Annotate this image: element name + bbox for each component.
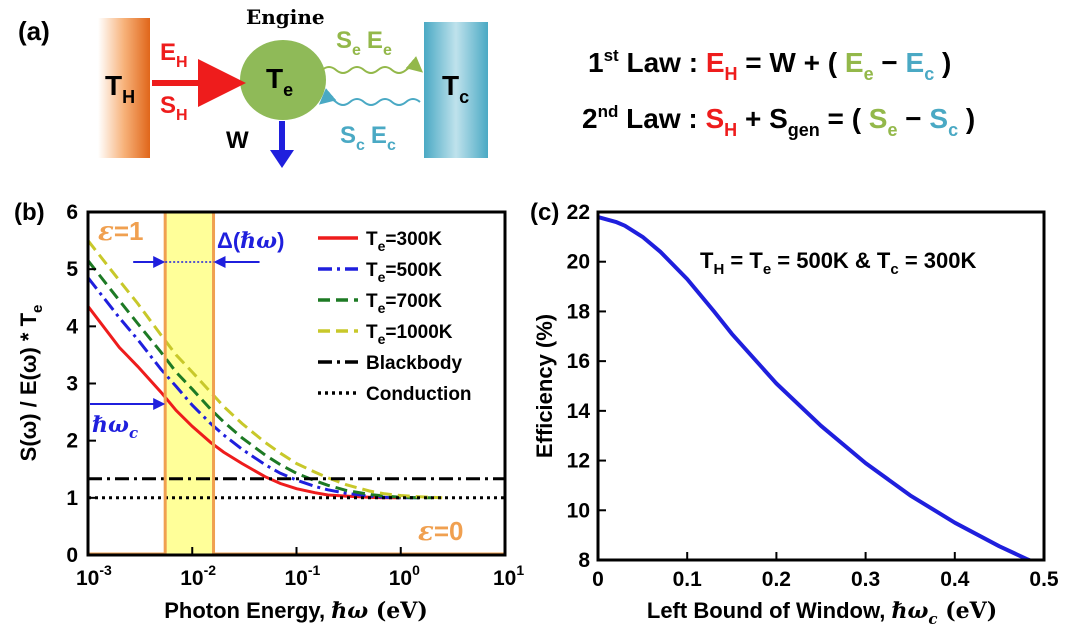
panel-a-label: (a)	[18, 16, 50, 46]
panel-b-series-3	[88, 239, 443, 500]
panel-b-xtick-label-3: 100	[389, 562, 420, 590]
panel-c-ytick-label-1: 10	[567, 499, 590, 522]
panel-b-ylabel: S(ω) / E(ω) * Te	[16, 305, 46, 462]
panel-c-series-0	[598, 215, 1035, 560]
engine-label: Te	[266, 63, 293, 100]
panel-b-legend-label-1: Te=500K	[366, 260, 442, 285]
panel-c-xtick-label-2: 0.2	[762, 568, 791, 591]
panel-b-ytick-label-2: 2	[66, 430, 78, 453]
first-law: 1st Law : EH = W + ( Ee − Ec )	[588, 46, 951, 84]
panel-c-ytick-label-3: 14	[567, 400, 591, 423]
panel-b-series-2	[88, 259, 433, 500]
absorbed-label: Sc Ec	[340, 122, 396, 154]
hot-reservoir	[98, 18, 150, 158]
panel-b-legend-label-3: Te=1000K	[366, 322, 453, 347]
panel-b-delta-label: Δ(ℏω)	[217, 228, 284, 254]
panel-b-series-0	[88, 305, 401, 500]
panel-c-ytick-label-4: 16	[567, 350, 590, 373]
panel-b-series-1	[88, 276, 420, 500]
panel-b-ytick-label-4: 4	[66, 315, 78, 338]
cold-reservoir-label: Tc	[442, 70, 469, 107]
panel-b-xtick-label-2: 10-1	[285, 562, 321, 590]
panel-b-eps0: ε=0	[418, 516, 463, 547]
panel-c: (c) 0 0.1 0.2 0.3 0.4 0.5 8 10 12 14 16 18 20 22 TH =…	[530, 199, 1059, 628]
panel-c-ylabel: Efficiency (%)	[532, 314, 557, 458]
panel-c-xtick-label-3: 0.3	[851, 568, 880, 591]
panel-c-annotation: TH = Te = 500K & Tc = 300K	[700, 248, 976, 278]
panel-a: (a) TH Tc Engine Te EH SH W Se Ee Sc Ec 1s…	[18, 5, 975, 168]
panel-b-emissivity-step	[88, 210, 505, 556]
panel-c-ytick-label-2: 12	[567, 450, 590, 473]
panel-b-ytick-label-0: 0	[66, 544, 78, 567]
cold-reservoir	[424, 22, 488, 158]
engine-title: Engine	[246, 5, 325, 29]
panel-b-ytick-label-6: 6	[66, 201, 78, 224]
panel-b-ytick-label-3: 3	[66, 373, 78, 396]
panel-c-label: (c)	[530, 199, 559, 226]
panel-b-ytick-label-5: 5	[66, 258, 78, 281]
hot-reservoir-label: TH	[105, 70, 135, 107]
heat-in-label: EH	[160, 39, 188, 71]
panel-c-xtick-label-5: 0.5	[1029, 568, 1059, 591]
panel-c-xlabel: Left Bound of Window, ℏωc (eV)	[647, 598, 997, 628]
work-label: W	[226, 127, 249, 154]
panel-c-xtick-label-0: 0	[592, 568, 604, 591]
panel-c-axes-frame	[596, 210, 1046, 562]
entropy-in-label: SH	[160, 92, 188, 124]
panel-c-ytick-label-0: 8	[578, 549, 590, 572]
panel-c-xtick-label-4: 0.4	[940, 568, 970, 591]
panel-b-ytick-label-1: 1	[66, 487, 78, 510]
panel-c-ytick-label-6: 20	[567, 251, 590, 274]
panel-b-legend-label-2: Te=700K	[366, 291, 442, 316]
emitted-label: Se Ee	[336, 27, 392, 59]
panel-b-legend-label-5: Conduction	[366, 384, 472, 405]
engine-circle	[240, 40, 326, 120]
panel-b-hwc-label: ℏωc	[92, 412, 138, 442]
panel-b-xtick-label-0: 10-3	[76, 562, 112, 590]
panel-b-xtick-label-4: 101	[493, 562, 524, 590]
panel-b-legend: Te=300K Te=500K Te=700K Te=1000K Blackbody Co…	[318, 229, 472, 405]
absorbed-wave-arrow	[318, 88, 421, 106]
second-law: 2nd Law : SH + Sgen = ( Se − Sc )	[582, 102, 975, 140]
panel-b-label: (b)	[14, 199, 45, 226]
work-arrow-head	[270, 150, 294, 168]
emitted-wave-arrow	[321, 56, 424, 74]
panel-b-legend-label-0: Te=300K	[366, 229, 442, 254]
panel-c-ytick-label-7: 22	[567, 201, 590, 224]
panel-c-xtick-label-1: 0.1	[673, 568, 703, 591]
panel-c-ytick-label-5: 18	[567, 300, 591, 323]
panel-b-eps1: ε=1	[98, 216, 143, 247]
panel-b-xtick-label-1: 10-2	[180, 562, 216, 590]
panel-b-legend-label-4: Blackbody	[366, 353, 463, 374]
panel-b-xlabel: Photon Energy, ℏω (eV)	[164, 598, 428, 624]
